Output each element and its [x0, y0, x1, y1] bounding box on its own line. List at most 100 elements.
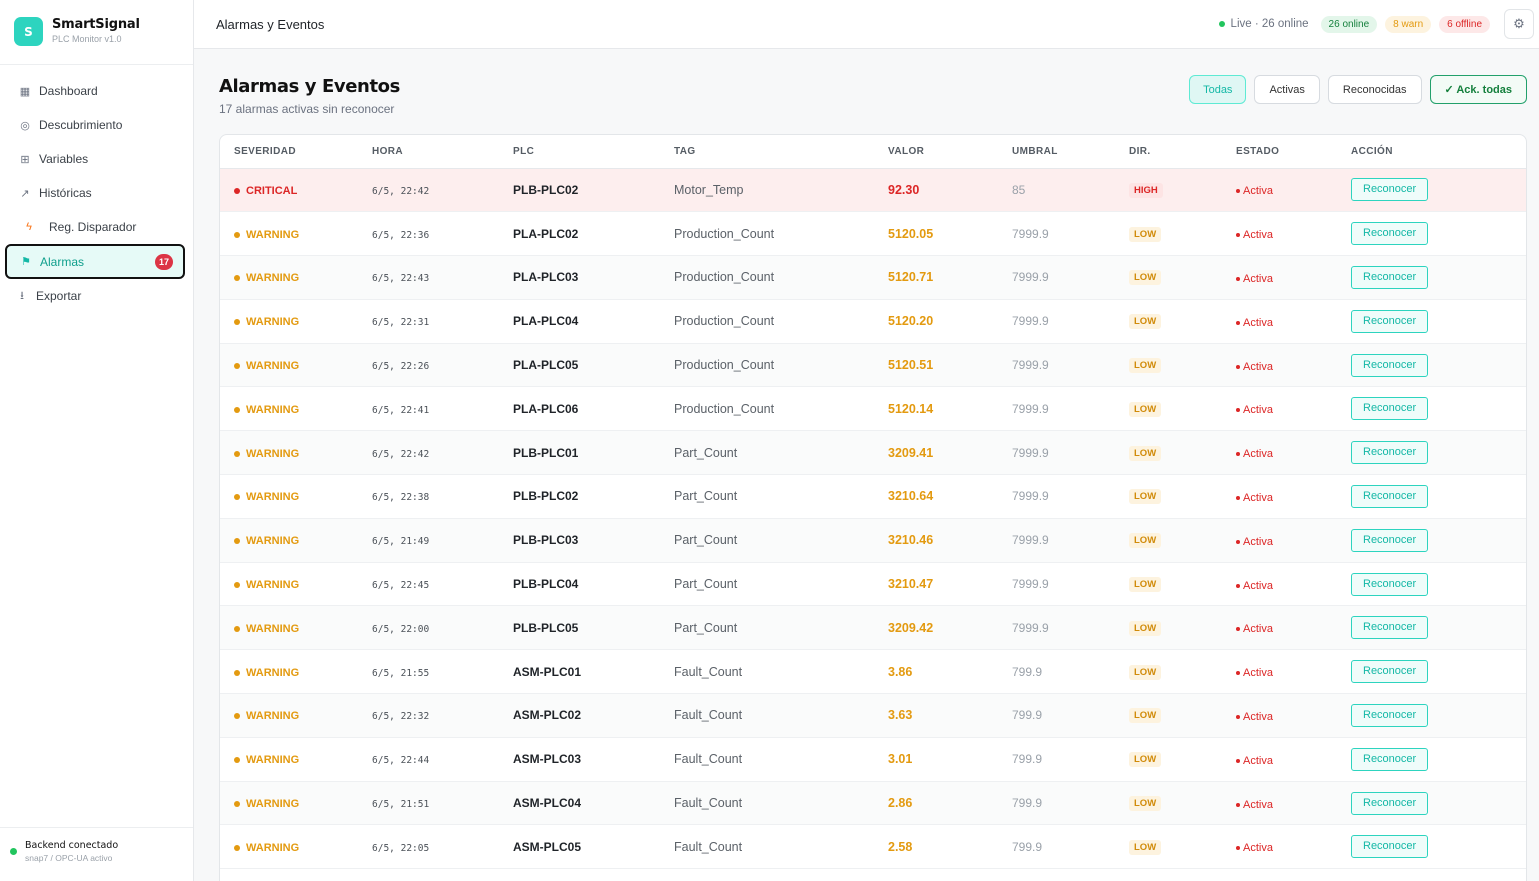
acknowledge-button[interactable]: Reconocer: [1351, 835, 1429, 859]
table-row[interactable]: WARNING 6/5, 22:00 PLB-PLC05 Part_Count 3209…: [220, 605, 1526, 651]
acknowledge-button[interactable]: Reconocer: [1351, 703, 1429, 727]
column-header[interactable]: TAG: [674, 135, 888, 169]
acknowledge-button[interactable]: Reconocer: [1351, 265, 1429, 289]
time-cell: 6/5, 21:49: [372, 518, 513, 563]
alarm-value: 5120.71: [888, 270, 934, 285]
status-badge: Activa: [1236, 711, 1273, 723]
column-header[interactable]: ESTADO: [1236, 135, 1351, 169]
plc-cell: ASM-PLC02: [513, 693, 674, 738]
column-header[interactable]: SEVERIDAD: [220, 135, 372, 169]
table-row[interactable]: WARNING 6/5, 22:05 ASM-PLC05 Fault_Count 2.5…: [220, 824, 1526, 870]
action-cell: Reconocer: [1351, 211, 1526, 257]
time-cell: 6/5, 22:05: [372, 824, 513, 870]
filter-acknowledged-button[interactable]: Reconocidas: [1327, 75, 1422, 104]
status-dot: [1236, 583, 1240, 588]
alarm-time: 6/5, 22:26: [372, 361, 430, 373]
acknowledge-button[interactable]: Reconocer: [1351, 222, 1429, 246]
alarms-table-card: SEVERIDAD HORA PLC TAG VALOR UMBRAL DIR.…: [219, 134, 1527, 881]
status-dot: [1236, 802, 1240, 807]
alarm-value: 3209.42: [888, 620, 934, 635]
sidebar-item-exportar[interactable]: ⭳ Exportar: [0, 279, 193, 313]
severity-label: WARNING: [246, 841, 300, 854]
severity-dot: [234, 844, 240, 851]
column-header[interactable]: ACCIÓN: [1351, 135, 1526, 169]
table-row[interactable]: WARNING 6/5, 21:51 ASM-PLC04 Fault_Count 2.8…: [220, 781, 1526, 826]
severity-badge: WARNING: [234, 316, 299, 328]
sidebar-item-dashboard[interactable]: ▦ Dashboard: [0, 74, 193, 108]
table-row[interactable]: WARNING 6/5, 22:41 PLA-PLC06 Production_Cou…: [220, 386, 1526, 432]
severity-label: WARNING: [246, 754, 300, 767]
status-cell: Activa: [1236, 824, 1351, 870]
direction-badge: LOW: [1129, 226, 1162, 242]
threshold-cell: 7999.9: [1012, 255, 1129, 300]
sidebar-item-label: Exportar: [36, 289, 82, 303]
plc-cell: ASM-PLC03: [513, 737, 674, 782]
status-dot: [1236, 233, 1240, 238]
sidebar-item-historicas[interactable]: ↗ Históricas: [0, 176, 193, 210]
status-badge: Activa: [1236, 492, 1273, 504]
tag-name: Production_Count: [674, 226, 775, 241]
acknowledge-button[interactable]: Reconocer: [1351, 616, 1429, 640]
table-row[interactable]: WARNING 6/5, 22:38 PLB-PLC02 Part_Count 3210…: [220, 474, 1526, 519]
table-row[interactable]: WARNING 6/5, 22:43 PLA-PLC03 Production_Cou…: [220, 255, 1526, 300]
live-label: Live · 26 online: [1230, 18, 1309, 30]
filter-all-button[interactable]: Todas: [1189, 75, 1247, 104]
acknowledge-button[interactable]: Reconocer: [1351, 353, 1429, 377]
sidebar-item-reg-disparador[interactable]: ϟ Reg. Disparador: [0, 210, 193, 244]
acknowledge-button[interactable]: Reconocer: [1351, 484, 1429, 508]
table-row[interactable]: WARNING 6/5, 22:42 PLB-PLC01 Part_Count 3209…: [220, 430, 1526, 476]
acknowledge-button[interactable]: Reconocer: [1351, 747, 1429, 771]
column-header[interactable]: HORA: [372, 135, 513, 169]
table-row[interactable]: WARNING 6/5, 22:32 ASM-PLC02 Fault_Count 3.6…: [220, 693, 1526, 738]
sidebar-item-variables[interactable]: ⊞ Variables: [0, 142, 193, 176]
table-row[interactable]: WARNING 6/5, 22:36 PLA-PLC02 Production_Cou…: [220, 211, 1526, 257]
settings-button[interactable]: ⚙: [1504, 9, 1534, 39]
direction-cell: LOW: [1129, 737, 1236, 782]
plc-name: ASM-PLC02: [513, 708, 582, 723]
table-row[interactable]: WARNING 6/5, 21:49 PLB-PLC03 Part_Count 3210…: [220, 518, 1526, 563]
brand-logo[interactable]: S: [14, 17, 43, 46]
acknowledge-button[interactable]: Reconocer: [1351, 572, 1429, 596]
plc-name: ASM-PLC03: [513, 752, 582, 767]
sidebar-item-alarmas[interactable]: ⚑ Alarmas 17: [5, 244, 185, 279]
tag-cell: Part_Count: [674, 605, 888, 651]
table-row[interactable]: WARNING 6/5, 21:55 ASM-PLC01 Fault_Count 3.8…: [220, 649, 1526, 695]
acknowledge-button[interactable]: Reconocer: [1351, 791, 1429, 815]
alarm-time: 6/5, 22:36: [372, 229, 430, 241]
severity-cell: WARNING: [220, 299, 372, 344]
table-row[interactable]: CRITICAL 6/5, 22:42 PLB-PLC02 Motor_Temp 92.…: [220, 168, 1526, 213]
sidebar-item-descubrimiento[interactable]: ◎ Descubrimiento: [0, 108, 193, 142]
table-row[interactable]: WARNING 6/5, 22:45 PLB-PLC04 Part_Count 3210…: [220, 562, 1526, 607]
live-indicator: Live · 26 online: [1218, 18, 1309, 30]
severity-dot: [234, 406, 240, 413]
action-cell: Reconocer: [1351, 737, 1526, 782]
tag-cell: Production_Count: [674, 343, 888, 388]
severity-label: WARNING: [246, 535, 300, 548]
alarm-value: 3.86: [888, 664, 913, 679]
column-header[interactable]: PLC: [513, 135, 674, 169]
table-row[interactable]: WARNING 6/5, 22:31 PLA-PLC04 Production_Cou…: [220, 299, 1526, 344]
ack-all-button[interactable]: ✓ Ack. todas: [1429, 75, 1527, 104]
tag-name: Production_Count: [674, 314, 775, 329]
column-header[interactable]: DIR.: [1129, 135, 1236, 169]
column-header[interactable]: UMBRAL: [1012, 135, 1129, 169]
acknowledge-button[interactable]: Reconocer: [1351, 441, 1429, 465]
column-header[interactable]: VALOR: [888, 135, 1012, 169]
acknowledge-button[interactable]: Reconocer: [1351, 528, 1429, 552]
status-label: Activa: [1243, 710, 1273, 723]
acknowledge-button[interactable]: Reconocer: [1351, 309, 1429, 333]
status-cell: Activa: [1236, 255, 1351, 300]
sidebar-nav: ▦ Dashboard ◎ Descubrimiento ⊞ Variables…: [0, 74, 193, 313]
filter-active-button[interactable]: Activas: [1254, 75, 1320, 104]
table-row[interactable]: WARNING 6/5, 22:26 PLA-PLC05 Production_Cou…: [220, 343, 1526, 388]
status-dot: [1236, 758, 1240, 763]
tag-name: Fault_Count: [674, 664, 743, 679]
acknowledge-button[interactable]: Reconocer: [1351, 397, 1429, 421]
status-badge: Activa: [1236, 273, 1273, 285]
severity-badge: WARNING: [234, 229, 299, 241]
value-cell: 5120.71: [888, 255, 1012, 300]
acknowledge-button[interactable]: Reconocer: [1351, 660, 1429, 684]
acknowledge-button[interactable]: Reconocer: [1351, 178, 1429, 202]
connection-status: Backend conectado snap7 / OPC-UA activo: [0, 827, 193, 881]
table-row[interactable]: WARNING 6/5, 22:44 ASM-PLC03 Fault_Count 3.0…: [220, 737, 1526, 782]
